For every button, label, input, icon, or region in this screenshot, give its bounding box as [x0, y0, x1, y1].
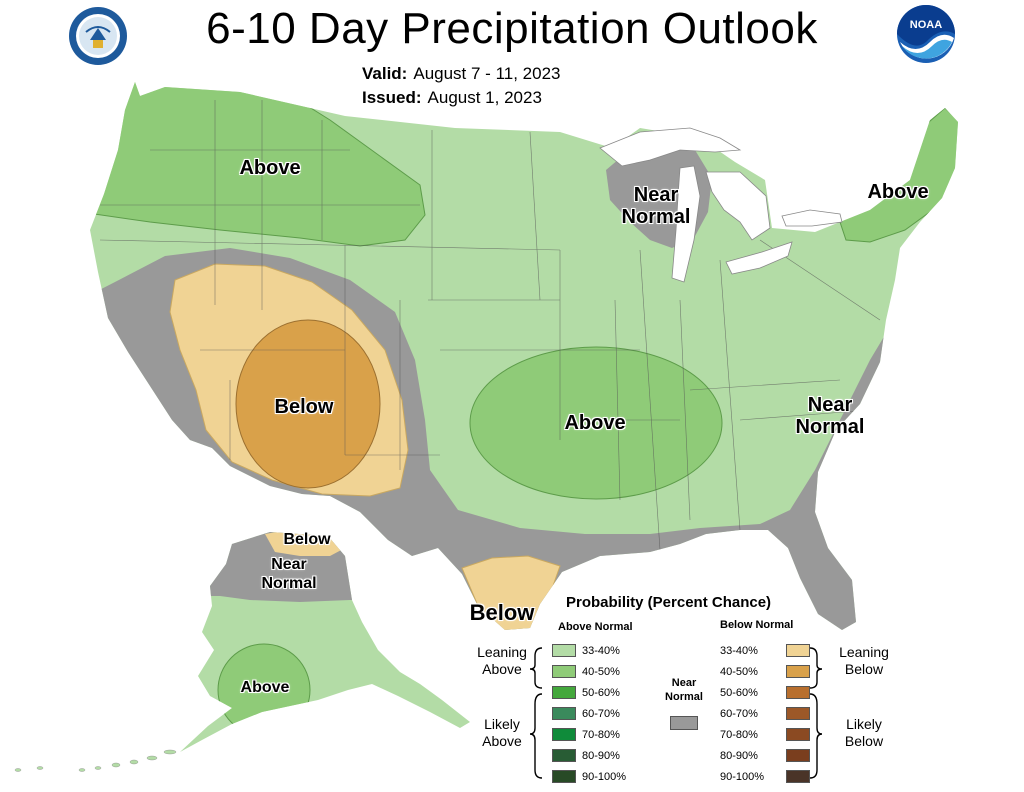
valid-label: Valid:: [362, 64, 408, 83]
legend-below-row-swatch: [786, 665, 810, 678]
new-england-above-region: [839, 107, 958, 243]
state-borders: [99, 100, 881, 551]
legend-brackets: [529, 647, 823, 779]
label-great-lakes-near-normal: Near Normal: [606, 184, 706, 228]
legend-likely-above-1: Likely: [484, 716, 520, 732]
legend-likely-below: Likely Below: [832, 716, 896, 750]
legend-below-row-label: 60-70%: [720, 708, 758, 720]
legend-below-row-label: 90-100%: [720, 771, 765, 783]
legend-above-row-label: 33-40%: [582, 645, 620, 657]
legend-below-header: Below Normal: [720, 619, 794, 631]
legend-title: Probability (Percent Chance): [566, 594, 772, 611]
legend-leaning-above-1: Leaning: [477, 644, 527, 660]
label-east-coast-near-normal: Near Normal: [780, 394, 880, 438]
legend-below-row-label: 33-40%: [720, 645, 758, 657]
legend-above-row-label: 60-70%: [582, 708, 620, 720]
legend-above-row-swatch: [552, 707, 576, 720]
legend-near-normal-header: Near Normal: [654, 676, 714, 704]
legend-below-row-label: 50-60%: [720, 687, 758, 699]
legend-likely-above: Likely Above: [470, 716, 534, 750]
southwest-below-core-region: [235, 319, 381, 489]
legend-leaning-below-2: Below: [844, 661, 884, 677]
legend: Probability (Percent Chance) Above Norma…: [470, 594, 900, 790]
legend-near-header-2: Normal: [665, 691, 703, 703]
legend-leaning-above: Leaning Above: [470, 644, 534, 678]
valid-dates: Valid: August 7 - 11, 2023: [362, 64, 560, 84]
legend-below-row-swatch: [786, 770, 810, 783]
legend-below-row-label: 70-80%: [720, 729, 758, 741]
issued-date: Issued: August 1, 2023: [362, 88, 542, 108]
legend-leaning-above-2: Above: [482, 661, 522, 677]
legend-below-row-swatch: [786, 686, 810, 699]
legend-above-row-label: 80-90%: [582, 750, 620, 762]
legend-above-row-swatch: [552, 770, 576, 783]
northwest-above-region: [90, 82, 426, 247]
legend-likely-below-2: Below: [844, 733, 884, 749]
legend-above-row-swatch: [552, 665, 576, 678]
label-alaska-north-below: Below: [283, 531, 331, 548]
legend-near-header-1: Near: [671, 677, 697, 689]
legend-above-row-label: 50-60%: [582, 687, 620, 699]
legend-leaning-below-1: Leaning: [839, 644, 889, 660]
legend-near-normal-swatch: [670, 716, 698, 730]
label-alaska-normal: Normal: [261, 575, 317, 592]
legend-above-row-label: 70-80%: [582, 729, 620, 741]
legend-below-row-swatch: [786, 707, 810, 720]
label-alaska-south-above: Above: [240, 679, 290, 696]
great-lakes-water: [599, 127, 843, 283]
valid-value: August 7 - 11, 2023: [413, 64, 561, 83]
page-title: 6-10 Day Precipitation Outlook: [206, 4, 818, 53]
noaa-logo-icon: NOAA: [897, 5, 955, 63]
legend-above-row-swatch: [552, 644, 576, 657]
legend-likely-below-1: Likely: [846, 716, 882, 732]
seal-icon: [69, 7, 127, 65]
label-northwest-above: Above: [239, 157, 301, 179]
legend-likely-above-2: Above: [482, 733, 522, 749]
legend-below-row-swatch: [786, 728, 810, 741]
aleutian-islands: [14, 749, 177, 772]
label-southwest-below: Below: [274, 396, 334, 418]
legend-above-row-label: 40-50%: [582, 666, 620, 678]
legend-below-row-label: 40-50%: [720, 666, 758, 678]
label-alaska-near-normal: Near Normal: [246, 555, 332, 593]
label-alaska-near: Near: [271, 556, 307, 573]
legend-above-row-label: 90-100%: [582, 771, 627, 783]
noaa-logo-text: NOAA: [910, 19, 942, 31]
label-east-coast-normal: Normal: [795, 416, 865, 438]
label-great-lakes-near: Near: [633, 184, 679, 206]
central-above-region: [469, 346, 723, 500]
legend-above-row-swatch: [552, 728, 576, 741]
issued-value: August 1, 2023: [427, 88, 542, 107]
legend-above-row-swatch: [552, 749, 576, 762]
issued-label: Issued:: [362, 88, 422, 107]
label-new-england-above: Above: [867, 181, 929, 203]
legend-leaning-below: Leaning Below: [832, 644, 896, 678]
legend-above-header: Above Normal: [558, 621, 633, 633]
legend-below-row-swatch: [786, 644, 810, 657]
legend-below-row-label: 80-90%: [720, 750, 758, 762]
label-central-above: Above: [564, 412, 626, 434]
label-south-texas-below: Below: [469, 600, 535, 625]
legend-above-row-swatch: [552, 686, 576, 699]
legend-below-row-swatch: [786, 749, 810, 762]
label-east-coast-near: Near: [807, 394, 853, 416]
label-great-lakes-normal: Normal: [621, 206, 691, 228]
conus-map: [90, 82, 958, 630]
